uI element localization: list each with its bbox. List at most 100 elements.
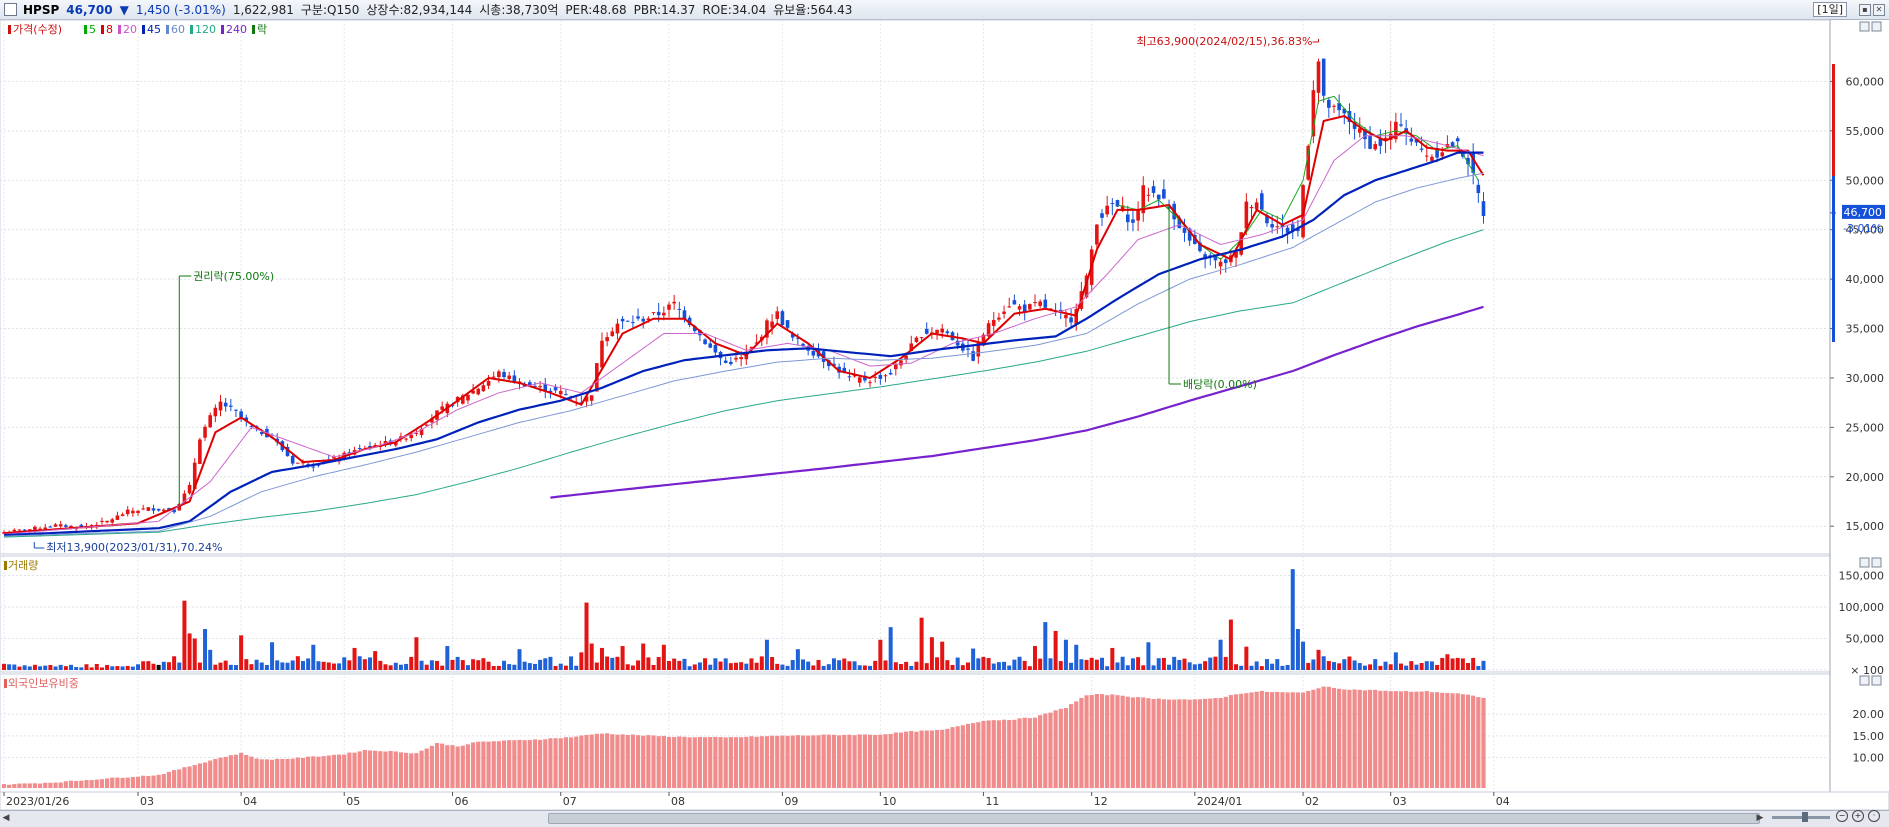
- foreign-bar: [1460, 694, 1465, 788]
- foreign-bar: [130, 777, 135, 788]
- volume-bar: [110, 666, 115, 670]
- volume-bar: [79, 667, 84, 670]
- zoom-slider[interactable]: [1772, 816, 1830, 819]
- foreign-bar: [1203, 698, 1208, 788]
- volume-bar: [893, 662, 898, 670]
- scroll-left-icon[interactable]: ◀: [2, 813, 10, 823]
- candle-body: [857, 377, 862, 383]
- minimize-icon[interactable]: ▪: [1859, 3, 1871, 16]
- volume-bar: [48, 664, 53, 670]
- foreign-bar: [888, 734, 893, 788]
- scroll-right-icon[interactable]: ▶: [1756, 813, 1764, 823]
- market-cap: 시총:38,730억: [479, 3, 559, 17]
- stock-code[interactable]: HPSP: [23, 2, 60, 17]
- volume-bar: [120, 666, 125, 670]
- volume-bar: [1223, 656, 1228, 670]
- foreign-bar: [223, 756, 228, 788]
- volume-pane: [0, 555, 1831, 673]
- candle-body: [1069, 317, 1073, 323]
- candle-body: [878, 375, 883, 379]
- candle-body: [409, 434, 414, 439]
- current-change-tag-text: -3.01%: [1843, 222, 1882, 235]
- candle-body: [1187, 228, 1192, 241]
- settings-checkbox[interactable]: [4, 3, 17, 16]
- volume-bar: [739, 662, 744, 670]
- foreign-bar: [1404, 691, 1409, 788]
- candle-body: [136, 510, 140, 514]
- foreign-bar: [1146, 698, 1151, 788]
- volume-bar: [347, 660, 352, 670]
- candle-body: [564, 394, 568, 396]
- foreign-bar: [759, 736, 764, 788]
- volume-bar: [218, 662, 223, 670]
- foreign-bar: [43, 782, 48, 788]
- foreign-bar: [239, 752, 244, 788]
- foreign-bar: [1043, 713, 1048, 788]
- volume-bar: [115, 666, 120, 670]
- candle-body: [151, 508, 156, 511]
- foreign-bar: [610, 734, 615, 788]
- volume-bar: [496, 665, 501, 670]
- candle-body: [12, 529, 17, 532]
- foreign-bar: [99, 779, 105, 788]
- volume-bar: [1445, 654, 1450, 670]
- foreign-bar: [1321, 686, 1326, 788]
- candle-body: [476, 388, 481, 395]
- volume-bar: [1069, 662, 1074, 670]
- volume-bar: [491, 666, 496, 670]
- legend-label-2: 8: [106, 23, 113, 36]
- x-tick-label: 04: [243, 795, 257, 808]
- foreign-bar: [522, 740, 527, 788]
- candle-body: [1064, 314, 1068, 319]
- foreign-bar: [481, 741, 486, 788]
- foreign-tick-label: 10.00: [1853, 752, 1885, 765]
- volume-bar: [857, 665, 862, 670]
- close-icon[interactable]: ✕: [1873, 3, 1885, 16]
- foreign-bar: [1105, 695, 1110, 788]
- volume-bar: [1399, 663, 1404, 670]
- volume-bar: [1100, 657, 1105, 670]
- volume-bar: [697, 662, 702, 670]
- zoom-knob[interactable]: [1802, 812, 1808, 822]
- volume-bar: [1311, 659, 1316, 670]
- candle-body: [229, 405, 233, 407]
- foreign-bar: [403, 752, 409, 788]
- candle-body: [249, 425, 254, 427]
- candle-body: [1450, 142, 1455, 148]
- volume-bar: [1172, 656, 1177, 670]
- candle-body: [218, 401, 223, 411]
- candle-body: [502, 371, 506, 378]
- volume-bar: [543, 658, 548, 670]
- scroll-thumb[interactable]: [548, 813, 1760, 824]
- candle-body: [687, 317, 692, 326]
- foreign-bar: [744, 736, 749, 788]
- candle-body: [1275, 226, 1280, 228]
- volume-bar: [187, 633, 192, 670]
- foreign-bar: [187, 766, 192, 788]
- foreign-bar: [280, 758, 285, 788]
- zoom-out-icon[interactable]: −: [1836, 810, 1848, 822]
- candle-body: [615, 323, 620, 334]
- volume-bar: [1316, 649, 1321, 670]
- volume-bar: [58, 664, 63, 670]
- zoom-in-icon[interactable]: +: [1852, 810, 1864, 822]
- volume-tick-label: 100,000: [1839, 601, 1885, 614]
- legend-label-3: 20: [123, 23, 137, 36]
- candle-body: [296, 462, 300, 464]
- candle-body: [1414, 139, 1419, 143]
- foreign-bar: [687, 737, 692, 788]
- volume-bar: [1141, 665, 1146, 670]
- foreign-bar: [594, 733, 599, 788]
- candle-body: [115, 515, 120, 520]
- volume-bar: [311, 644, 316, 670]
- candle-body: [332, 456, 336, 459]
- period-selector[interactable]: [1일]: [1813, 2, 1847, 17]
- candle-body: [847, 376, 852, 378]
- volume-bar: [326, 662, 331, 670]
- zoom-reset-icon[interactable]: ·: [1868, 810, 1880, 822]
- volume-bar: [831, 658, 836, 670]
- candle-body: [100, 520, 104, 522]
- volume-bar: [878, 639, 883, 670]
- volume-bar: [316, 661, 321, 670]
